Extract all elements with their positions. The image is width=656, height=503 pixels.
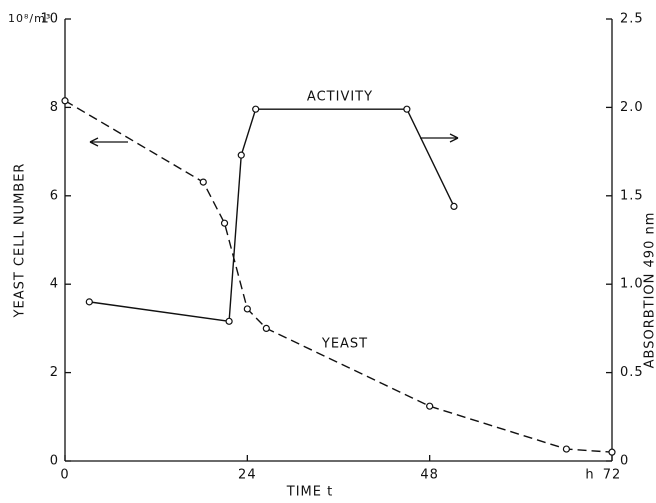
y2-tick-label: 1.0 (620, 277, 644, 292)
activity-annotation: ACTIVITY (307, 90, 373, 105)
y-tick-label: 0 (50, 454, 59, 469)
series-line (89, 108, 455, 323)
y-tick-label: 10 (40, 12, 59, 27)
y2-tick-label: 2.0 (620, 100, 644, 115)
data-point (426, 402, 434, 410)
data-point (85, 298, 93, 306)
y-axis-label: YEAST CELL NUMBER (13, 163, 28, 319)
data-point (252, 105, 260, 113)
x-unit: h (585, 468, 594, 483)
data-point (562, 445, 571, 453)
x-tick-label: 72 (603, 468, 622, 483)
y-tick-label: 6 (50, 188, 59, 203)
data-point (403, 105, 411, 113)
data-point (61, 97, 69, 105)
data-point (608, 448, 616, 456)
data-point (262, 324, 270, 332)
y2-tick-label: 2.5 (620, 12, 644, 27)
y-tick-label: 8 (50, 100, 59, 115)
y2-axis-label: ABSORBTION 490 nm (643, 212, 656, 369)
data-point (199, 178, 207, 186)
y2-tick-label: 1.5 (620, 188, 644, 203)
data-point (220, 219, 229, 227)
x-tick-label: 48 (420, 468, 439, 483)
y-unit: 10⁸/m³ (8, 12, 51, 25)
data-point (450, 202, 458, 211)
y2-tick-label: 0 (620, 454, 629, 469)
x-axis-label: TIME t (286, 485, 333, 500)
data-point (243, 305, 251, 313)
yeast-annotation: YEAST (321, 337, 368, 352)
series-line (64, 100, 613, 453)
y2-tick-label: 0.5 (620, 365, 644, 380)
y-tick-label: 4 (50, 277, 59, 292)
y-tick-label: 2 (50, 365, 59, 380)
data-point (237, 151, 245, 159)
data-point (225, 317, 233, 325)
x-tick-label: 0 (60, 468, 69, 483)
x-tick-label: 24 (238, 468, 257, 483)
arrows (89, 133, 459, 147)
